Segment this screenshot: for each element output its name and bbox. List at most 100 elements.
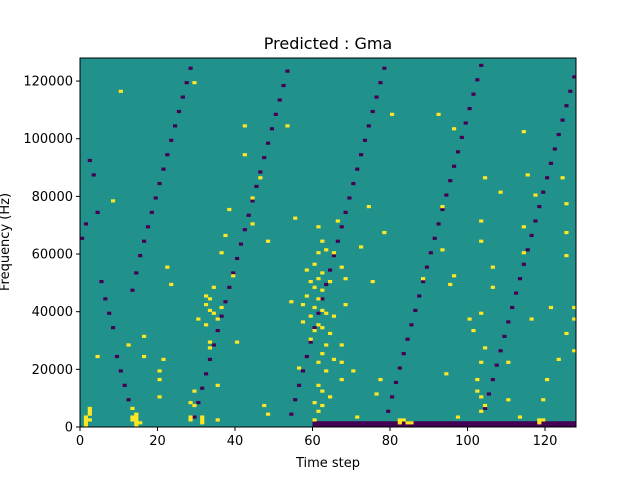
heatmap-cell-positive bbox=[366, 205, 371, 209]
heatmap-cell-positive bbox=[339, 360, 344, 364]
heatmap-cell-positive bbox=[440, 248, 445, 252]
heatmap-cell-negative bbox=[231, 271, 236, 275]
heatmap-cell-negative bbox=[471, 424, 476, 428]
heatmap-cell-positive bbox=[83, 421, 89, 425]
heatmap-cell-negative bbox=[370, 424, 375, 428]
heatmap-cell-negative bbox=[347, 421, 352, 425]
heatmap-cell-positive bbox=[374, 392, 379, 396]
heatmap-cell-negative bbox=[370, 109, 375, 114]
heatmap-cell-positive bbox=[215, 317, 220, 321]
heatmap-cell-negative bbox=[502, 424, 507, 428]
heatmap-cell-negative bbox=[428, 424, 433, 428]
heatmap-cell-positive bbox=[87, 418, 92, 422]
heatmap-cell-positive bbox=[83, 415, 89, 419]
heatmap-cell-negative bbox=[91, 173, 96, 177]
heatmap-cell-positive bbox=[227, 207, 232, 212]
heatmap-cell-negative bbox=[467, 424, 472, 428]
heatmap-cell-positive bbox=[316, 225, 321, 229]
heatmap-cell-negative bbox=[324, 424, 329, 428]
heatmap-cell-negative bbox=[517, 424, 523, 428]
heatmap-cell-negative bbox=[277, 98, 282, 102]
heatmap-cell-negative bbox=[455, 421, 461, 425]
heatmap-cell-negative bbox=[386, 424, 391, 428]
heatmap-cell-negative bbox=[130, 288, 135, 292]
heatmap-cell-negative bbox=[475, 78, 480, 82]
heatmap-cell-positive bbox=[529, 317, 534, 321]
heatmap-cell-negative bbox=[359, 424, 364, 428]
heatmap-cell-negative bbox=[436, 222, 441, 226]
heatmap-cell-positive bbox=[541, 398, 546, 402]
heatmap-cell-negative bbox=[552, 147, 557, 151]
heatmap-cell-negative bbox=[246, 213, 251, 217]
heatmap-cell-negative bbox=[382, 421, 387, 425]
heatmap-cell-negative bbox=[405, 424, 410, 428]
heatmap-cell-negative bbox=[568, 89, 573, 93]
heatmap-cell-positive bbox=[204, 294, 209, 298]
heatmap-cell-negative bbox=[541, 424, 546, 428]
heatmap-cell-positive bbox=[219, 251, 224, 255]
heatmap-cell-positive bbox=[316, 297, 321, 301]
heatmap-cell-negative bbox=[211, 343, 216, 347]
heatmap-cell-negative bbox=[463, 424, 468, 428]
heatmap-cell-negative bbox=[440, 421, 445, 425]
heatmap-cell-negative bbox=[556, 424, 561, 428]
heatmap-cell-positive bbox=[312, 401, 317, 405]
heatmap-cell-positive bbox=[382, 230, 387, 235]
heatmap-cell-positive bbox=[564, 230, 569, 235]
heatmap-cell-negative bbox=[359, 421, 364, 425]
heatmap-cell-positive bbox=[165, 265, 170, 269]
heatmap-cell-positive bbox=[506, 360, 511, 364]
heatmap-cell-negative bbox=[107, 311, 112, 315]
heatmap-cell-positive bbox=[320, 271, 325, 275]
heatmap-cell-negative bbox=[339, 424, 344, 428]
heatmap-cell-negative bbox=[312, 421, 317, 425]
x-tick-label: 60 bbox=[304, 434, 321, 449]
heatmap-cell-positive bbox=[390, 112, 395, 116]
heatmap-cell-negative bbox=[335, 239, 340, 243]
heatmap-cell-positive bbox=[320, 352, 325, 356]
heatmap-cell-positive bbox=[444, 372, 449, 376]
heatmap-cell-positive bbox=[339, 265, 344, 269]
heatmap-cell-negative bbox=[95, 210, 100, 214]
heatmap-cell-negative bbox=[483, 424, 488, 428]
heatmap-cell-negative bbox=[502, 421, 507, 425]
heatmap-cell-negative bbox=[227, 285, 232, 289]
heatmap-cell-positive bbox=[436, 112, 441, 116]
heatmap-cell-positive bbox=[215, 383, 220, 387]
heatmap-cell-negative bbox=[506, 424, 511, 428]
heatmap-cell-positive bbox=[312, 305, 317, 310]
heatmap-cell-negative bbox=[223, 300, 228, 304]
heatmap-cell-negative bbox=[424, 421, 430, 425]
heatmap-cell-positive bbox=[142, 354, 147, 359]
heatmap-cell-negative bbox=[409, 424, 414, 428]
heatmap-cell-negative bbox=[537, 205, 542, 209]
heatmap-cell-negative bbox=[548, 161, 554, 165]
heatmap-cell-positive bbox=[266, 239, 271, 243]
heatmap-cell-positive bbox=[421, 277, 426, 281]
heatmap-cell-negative bbox=[122, 383, 127, 387]
heatmap-cell-negative bbox=[517, 277, 523, 281]
heatmap-cell-negative bbox=[378, 81, 383, 85]
heatmap-cell-positive bbox=[537, 418, 542, 422]
heatmap-cell-negative bbox=[560, 424, 565, 428]
heatmap-cell-positive bbox=[343, 277, 348, 281]
heatmap-cell-negative bbox=[533, 424, 538, 428]
heatmap-cell-negative bbox=[436, 421, 441, 425]
heatmap-cell-negative bbox=[486, 421, 492, 425]
heatmap-cell-negative bbox=[331, 424, 337, 428]
heatmap-cell-negative bbox=[560, 118, 565, 122]
heatmap-cell-positive bbox=[533, 193, 538, 197]
heatmap-cell-negative bbox=[572, 75, 577, 79]
heatmap-cell-positive bbox=[452, 274, 457, 278]
heatmap-cell-negative bbox=[382, 66, 387, 70]
heatmap-cell-negative bbox=[397, 424, 402, 428]
heatmap-cell-positive bbox=[200, 415, 205, 419]
heatmap-cell-negative bbox=[521, 421, 526, 425]
heatmap-cell-negative bbox=[525, 248, 530, 252]
heatmap-cell-negative bbox=[529, 424, 534, 428]
heatmap-cell-positive bbox=[483, 176, 488, 180]
heatmap-cell-negative bbox=[382, 424, 387, 428]
heatmap-cell-positive bbox=[169, 282, 174, 287]
heatmap-cell-negative bbox=[452, 424, 457, 428]
